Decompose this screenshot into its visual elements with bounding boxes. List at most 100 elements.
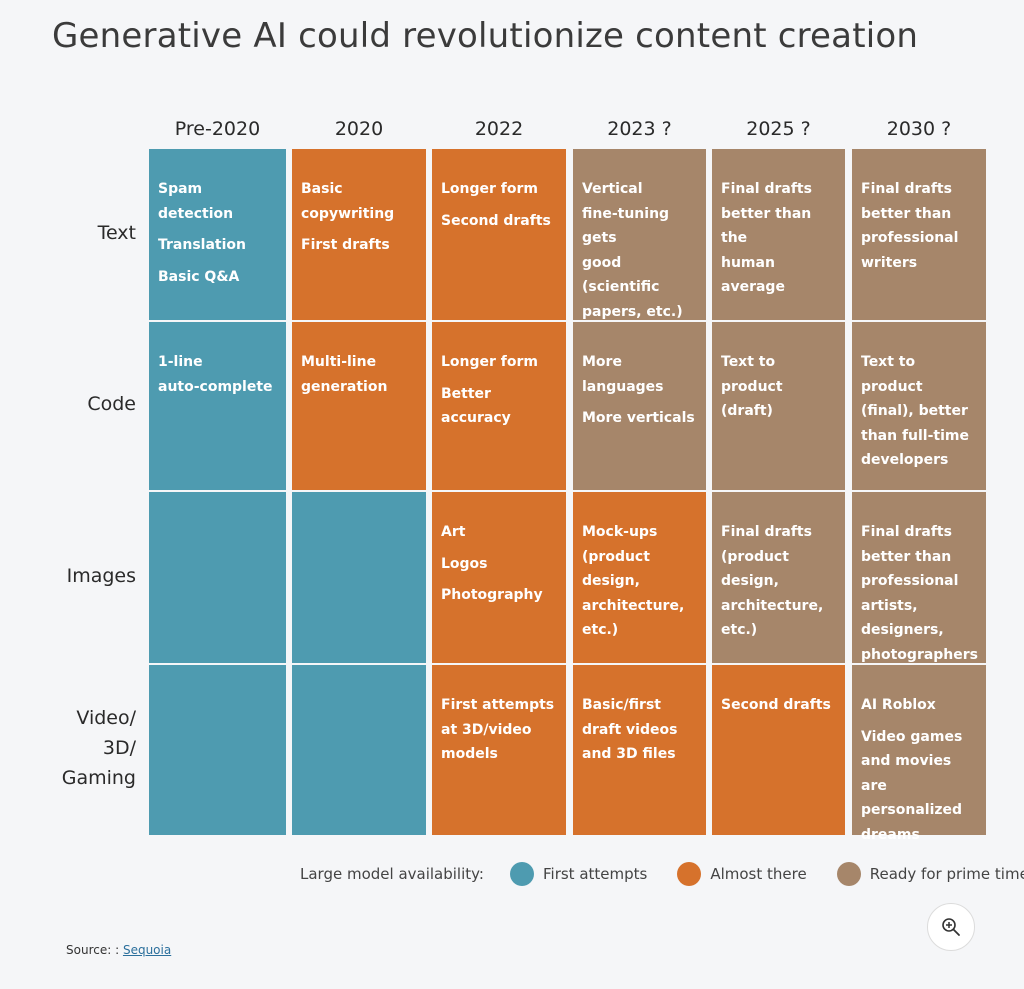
row-label: Text: [40, 218, 136, 248]
cell-item: Spam detection: [158, 177, 278, 226]
grid-cell-almost-there: Mock-ups (product design, architecture, etc…: [573, 492, 706, 663]
cell-text-line: designers,: [861, 622, 944, 638]
cell-item: Final drafts better than professional artis…: [861, 520, 978, 667]
cell-item: First attempts at 3D/video models: [441, 693, 558, 767]
cell-text-line: writers: [861, 254, 918, 271]
grid-cell-almost-there: Longer form Second drafts: [432, 149, 566, 320]
cell-item: Mock-ups (product design, architecture, etc…: [582, 520, 698, 643]
legend-title: Large model availability:: [300, 865, 484, 883]
cell-text-line: Text to product: [721, 354, 783, 395]
cell-text-line: etc.): [582, 622, 619, 638]
cell-text-line: artists,: [861, 597, 918, 614]
source-link[interactable]: Sequoia: [122, 943, 172, 957]
row-label-line: Code: [87, 393, 136, 415]
row-label: Video/3D/Gaming: [40, 703, 136, 793]
cell-text-line: Basic/first: [582, 697, 661, 713]
cell-text-line: Final drafts: [861, 181, 952, 197]
cell-text-line: papers, etc.): [582, 303, 683, 320]
cell-item: Basic copywriting: [301, 177, 418, 226]
cell-item: 1-line auto-complete: [158, 350, 278, 399]
grid-cell-almost-there: Art Logos Photography: [432, 492, 566, 663]
zoom-button[interactable]: [927, 903, 975, 951]
grid-cell-first-attempts: Spam detection Translation Basic Q&A: [149, 149, 286, 320]
cell-text-line: architecture,: [721, 597, 824, 614]
cell-text-line: human average: [721, 254, 785, 296]
cell-text-line: Final drafts: [721, 181, 812, 197]
cell-item: Basic Q&A: [158, 265, 278, 290]
cell-text-line: Longer form: [441, 181, 539, 197]
cell-item: Logos: [441, 552, 558, 577]
row-label-line: Text: [97, 221, 136, 244]
cell-text-line: developers: [861, 452, 949, 468]
cell-text-line: First drafts: [301, 237, 390, 253]
cell-text-line: Basic copywriting: [301, 181, 395, 222]
cell-text-line: Final drafts: [721, 524, 812, 540]
column-header: 2020: [334, 118, 384, 140]
cell-text-line: architecture,: [582, 597, 685, 614]
cell-item: Photography: [441, 583, 558, 608]
cell-text-line: Mock-ups: [582, 524, 658, 540]
legend-label: Ready for prime time: [869, 865, 1024, 883]
legend-swatch-ready-for-prime-time: [836, 862, 861, 886]
cell-text-line: etc.): [721, 622, 758, 638]
cell-text-line: Vertical: [582, 181, 643, 197]
cell-item: Translation: [158, 233, 278, 258]
cell-text-line: better than: [861, 205, 952, 222]
grid-cell-almost-there: Basic/first draft videos and 3D files: [573, 665, 706, 835]
legend-label: First attempts: [542, 865, 648, 883]
cell-text-line: Second drafts: [441, 212, 551, 229]
grid-cell-ready-for-prime-time: More languages More verticals: [573, 322, 706, 490]
grid-cell-ready-for-prime-time: Text to product (draft): [712, 322, 845, 490]
cell-text-line: Multi-line: [301, 354, 377, 370]
legend-entry-ready-for-prime-time: Ready for prime time: [836, 862, 1024, 886]
cell-text-line: than full-time: [861, 427, 969, 444]
grid-cell-ready-for-prime-time: Vertical fine-tuning gets good (scientific…: [573, 149, 706, 320]
cell-item: Second drafts: [721, 693, 837, 718]
grid-cell-ready-for-prime-time: Text to product (final), better than full-…: [852, 322, 986, 490]
cell-text-line: Better accuracy: [441, 385, 511, 427]
cell-item: Basic/first draft videos and 3D files: [582, 693, 698, 767]
cell-text-line: AI Roblox: [861, 697, 936, 713]
cell-text-line: Photography: [441, 587, 543, 603]
grid-cell-almost-there: Longer form Better accuracy: [432, 322, 566, 490]
cell-text-line: (draft): [721, 403, 773, 419]
legend-label: Almost there: [710, 865, 807, 883]
cell-text-line: Second drafts: [721, 697, 831, 713]
cell-text-line: More verticals: [582, 410, 695, 426]
grid-cell-ready-for-prime-time: AI Roblox Video games and movies are person…: [852, 665, 986, 843]
grid-cell-first-attempts: [149, 492, 286, 663]
cell-text-line: Art: [441, 524, 466, 540]
legend-entry-almost-there: Almost there: [677, 862, 807, 886]
cell-item: Text to product (draft): [721, 350, 837, 424]
cell-item: First drafts: [301, 233, 418, 258]
cell-item: Longer form: [441, 177, 558, 202]
cell-text-line: 1-line: [158, 354, 203, 370]
grid-cell-first-attempts: [292, 492, 426, 663]
cell-item: AI Roblox: [861, 693, 978, 718]
row-label-line: Gaming: [61, 767, 136, 789]
cell-text-line: Longer form: [441, 354, 539, 370]
cell-text-line: good (scientific: [582, 254, 660, 296]
cell-text-line: First attempts: [441, 697, 555, 713]
cell-item: Art: [441, 520, 558, 545]
row-label-line: Images: [66, 564, 136, 587]
grid-cell-first-attempts: [292, 665, 426, 835]
cell-item: Final drafts better than the human average: [721, 177, 837, 300]
row-label: Code: [40, 389, 136, 419]
cell-text-line: models: [441, 746, 498, 762]
cell-text-line: fine-tuning gets: [582, 205, 670, 247]
cell-text-line: Logos: [441, 555, 488, 572]
grid-cell-first-attempts: 1-line auto-complete: [149, 322, 286, 490]
cell-text-line: professional: [861, 230, 959, 246]
cell-item: Longer form: [441, 350, 558, 375]
cell-item: Video games and movies are personalized dre…: [861, 725, 978, 848]
cell-text-line: better than the: [721, 205, 812, 247]
cell-text-line: Text to product: [861, 354, 923, 395]
cell-item: Final drafts (product design, architecture…: [721, 520, 837, 643]
column-header: 2030 ?: [886, 118, 952, 140]
legend-entry-first-attempts: First attempts: [509, 862, 648, 886]
legend: Large model availability: First attempts…: [300, 862, 1024, 886]
cell-item: Final drafts better than professional write…: [861, 177, 978, 275]
cell-text-line: auto-complete: [158, 378, 273, 395]
legend-swatch-first-attempts: [509, 862, 534, 886]
